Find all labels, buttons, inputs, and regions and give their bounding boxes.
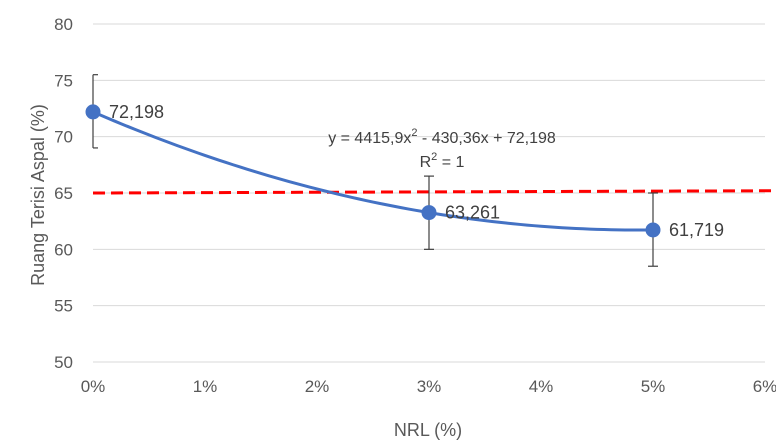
data-point-0 bbox=[86, 105, 100, 119]
y-tick-label-50: 50 bbox=[54, 353, 73, 372]
data-label-2: 61,719 bbox=[669, 220, 724, 240]
data-label-1: 63,261 bbox=[445, 203, 500, 223]
y-tick-label-80: 80 bbox=[54, 15, 73, 34]
x-tick-label-3: 3% bbox=[417, 377, 442, 396]
x-tick-label-2: 2% bbox=[305, 377, 330, 396]
y-tick-label-75: 75 bbox=[54, 71, 73, 90]
data-point-2 bbox=[646, 223, 660, 237]
y-tick-label-60: 60 bbox=[54, 240, 73, 259]
data-point-1 bbox=[422, 206, 436, 220]
x-axis-title: NRL (%) bbox=[394, 420, 462, 440]
x-tick-label-0: 0% bbox=[81, 377, 106, 396]
trendline-r-squared: R2 = 1 bbox=[420, 151, 465, 171]
x-tick-label-4: 4% bbox=[529, 377, 554, 396]
y-tick-label-55: 55 bbox=[54, 297, 73, 316]
error-bars-layer bbox=[93, 75, 658, 267]
x-tick-label-5: 5% bbox=[641, 377, 666, 396]
y-tick-label-70: 70 bbox=[54, 128, 73, 147]
data-points-layer bbox=[86, 105, 660, 237]
trendline-equation: y = 4415,9x2 - 430,36x + 72,198 bbox=[328, 127, 556, 147]
labels-layer: 50 55 60 65 70 75 80 0% 1% 2% 3% 4% 5% 6% 72,198 63,261… bbox=[54, 15, 776, 396]
data-label-0: 72,198 bbox=[109, 102, 164, 122]
x-tick-label-6: 6% bbox=[753, 377, 776, 396]
x-tick-label-1: 1% bbox=[193, 377, 218, 396]
y-tick-label-65: 65 bbox=[54, 184, 73, 203]
y-axis-title: Ruang Terisi Aspal (%) bbox=[28, 104, 48, 286]
